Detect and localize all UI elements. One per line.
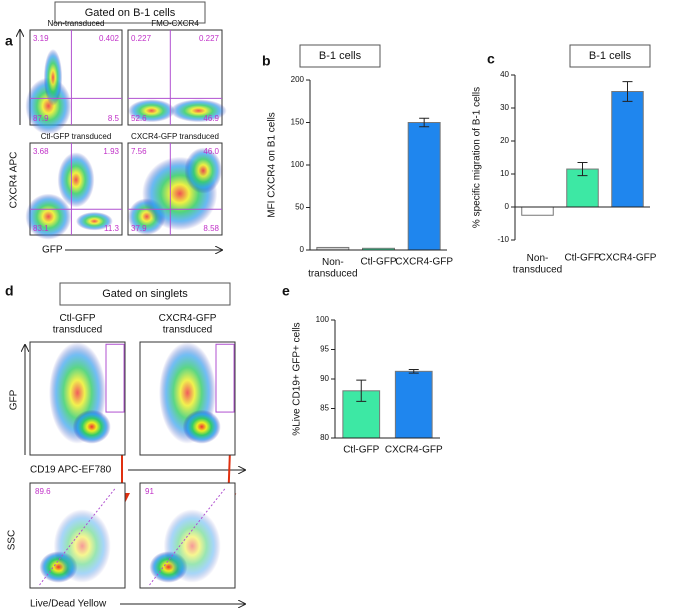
quadrant-value: 83.1 (33, 224, 49, 233)
y-tick-label: 200 (291, 75, 305, 84)
density (182, 409, 221, 444)
axis-label: GFP (9, 389, 20, 410)
header-box (569, 44, 651, 68)
axis-label: SSC (7, 530, 18, 551)
y-tick-label: 0 (505, 202, 510, 211)
quadrant-value: 3.19 (33, 34, 49, 43)
quadrant-value: 8.58 (203, 224, 219, 233)
y-axis-label: % specific migration of B-1 cells (472, 87, 483, 228)
quadrant-value: 0.227 (131, 34, 152, 43)
axis-label: CD19 APC-EF780 (30, 465, 112, 476)
quadrant-value: 46.9 (203, 114, 219, 123)
y-tick-label: 10 (500, 169, 509, 178)
density (53, 509, 111, 583)
header: Gated on singlets (102, 288, 188, 300)
density (72, 409, 111, 444)
plot-title: CXCR4-GFP transduced (131, 132, 219, 141)
panel-label: a (5, 33, 13, 49)
y-tick-label: 50 (295, 203, 304, 212)
density (43, 49, 63, 106)
header: Gated on B-1 cells (85, 7, 176, 19)
y-axis-label: %Live CD19+ GFP+ cells (292, 322, 303, 435)
header-box (54, 1, 206, 24)
bar (407, 122, 441, 251)
quadrant-value: 52.6 (131, 114, 147, 123)
chart-title: B-1 cells (319, 50, 362, 62)
chart-title: B-1 cells (589, 50, 632, 62)
gate (105, 343, 125, 413)
quadrant-value: 8.5 (108, 114, 120, 123)
bar (611, 91, 644, 208)
density (184, 147, 222, 194)
plot-title: CXCR4-GFP transduced (159, 313, 217, 336)
error-bar (622, 81, 633, 102)
gate (149, 487, 226, 586)
gate-value: 89.6 (35, 487, 51, 496)
x-tick-label: CXCR4-GFP (395, 257, 453, 268)
bar (394, 370, 433, 439)
x-tick-label: CXCR4-GFP (385, 445, 443, 456)
y-tick-label: 150 (291, 118, 305, 127)
density (25, 193, 72, 240)
plot-title: Ctl-GFP transduced (41, 132, 112, 141)
plot-title: Ctl-GFP transduced (53, 313, 102, 336)
y-tick-label: 95 (320, 345, 329, 354)
x-tick-label: Ctl-GFP (360, 257, 396, 268)
header-box (299, 44, 381, 68)
quadrant-value: 37.9 (131, 224, 147, 233)
y-tick-label: 20 (500, 136, 509, 145)
density (128, 99, 175, 123)
y-tick-label: 85 (320, 404, 329, 413)
y-tick-label: 100 (291, 160, 305, 169)
y-tick-label: 100 (316, 315, 330, 324)
panel-label: d (5, 283, 14, 299)
panel-label: b (262, 53, 271, 69)
axis-label: GFP (42, 245, 63, 256)
x-tick-label: Ctl-GFP (343, 445, 379, 456)
density (170, 99, 227, 123)
quadrant-value: 0.402 (99, 34, 120, 43)
error-bar (419, 117, 430, 128)
x-tick-label: Non-transduced (308, 257, 357, 280)
y-tick-label: 40 (500, 70, 509, 79)
gate-value: 91 (145, 487, 154, 496)
panel-label: e (282, 283, 290, 299)
error-bar (356, 379, 367, 402)
y-tick-label: 30 (500, 103, 509, 112)
density (163, 509, 221, 583)
plot-title: FMO-CXCR4 (151, 19, 199, 28)
header-box (59, 282, 231, 306)
y-tick-label: -10 (497, 235, 509, 244)
quadrant-value: 46.0 (203, 147, 219, 156)
y-tick-label: 80 (320, 433, 329, 442)
density (76, 212, 113, 231)
gate (39, 487, 116, 586)
density (57, 152, 95, 208)
x-tick-label: CXCR4-GFP (599, 253, 657, 264)
bar (521, 206, 554, 216)
error-bar (408, 369, 419, 374)
gate (215, 343, 235, 413)
error-bar (577, 161, 588, 177)
quadrant-value: 0.227 (199, 34, 220, 43)
y-tick-label: 0 (300, 245, 305, 254)
panel-label: c (487, 51, 495, 67)
x-tick-label: Non-transduced (513, 253, 562, 276)
plot-title: Non-transduced (48, 19, 105, 28)
quadrant-value: 1.93 (103, 147, 119, 156)
y-tick-label: 90 (320, 374, 329, 383)
axis-label: CXCR4 APC (9, 152, 20, 209)
axis-label: Live/Dead Yellow (30, 599, 107, 610)
x-tick-label: Ctl-GFP (564, 253, 600, 264)
quadrant-value: 11.3 (104, 224, 120, 233)
quadrant-value: 3.68 (33, 147, 49, 156)
quadrant-value: 7.56 (131, 147, 147, 156)
quadrant-value: 87.9 (33, 114, 49, 123)
y-axis-label: MFI CXCR4 on B1 cells (267, 112, 278, 218)
